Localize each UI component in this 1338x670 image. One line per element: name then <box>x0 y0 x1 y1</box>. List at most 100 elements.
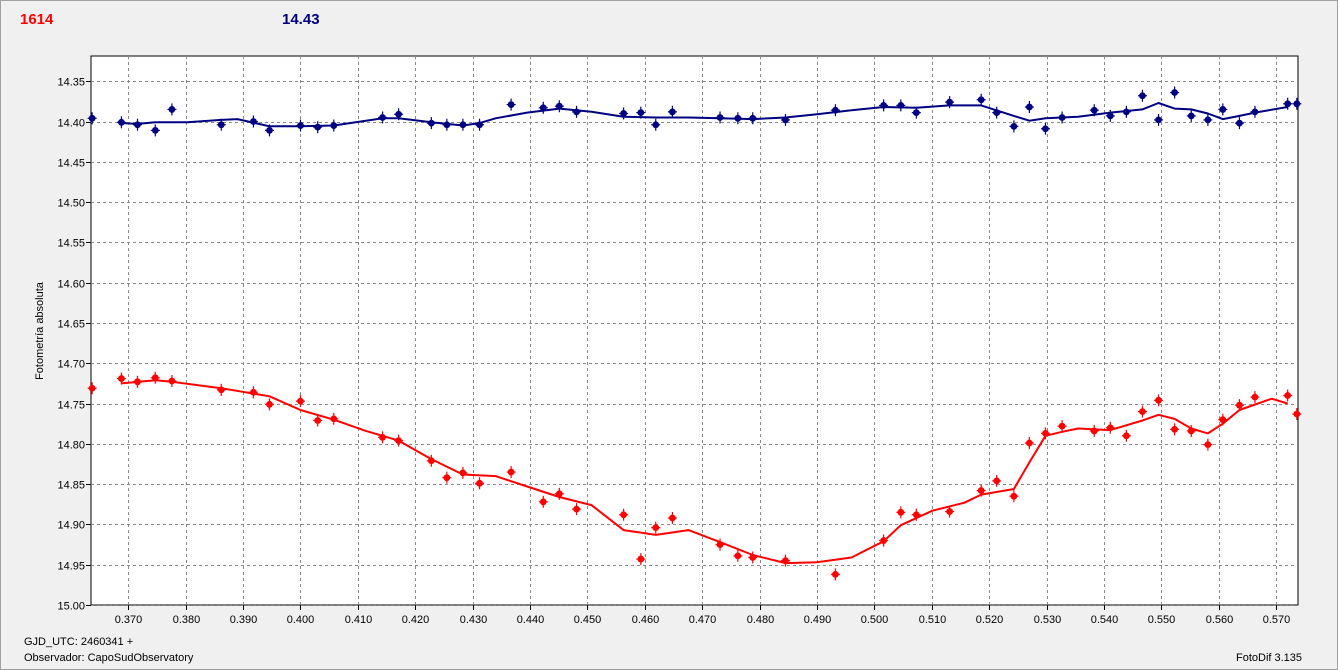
series-0-point <box>1137 405 1147 418</box>
footer-version: FotoDif 3.135 <box>1236 652 1303 664</box>
series-1-point <box>313 121 323 134</box>
series-0-point <box>313 414 323 427</box>
series-0-point <box>1186 424 1196 437</box>
series-1-point <box>572 105 582 118</box>
series-1-point <box>458 118 468 131</box>
x-tick-label: 0.430 <box>460 614 488 626</box>
series-1-point <box>1292 97 1302 110</box>
series-1-point <box>1283 97 1293 110</box>
y-axis-label: Fotometría absoluta <box>34 281 46 380</box>
series-0-point <box>879 534 889 547</box>
y-tick-label: 14.50 <box>57 198 85 210</box>
series-0-point <box>458 466 468 479</box>
x-tick-label: 0.570 <box>1263 614 1291 626</box>
series-0-point <box>748 551 758 564</box>
series-0-point <box>1089 424 1099 437</box>
series-0-point <box>780 554 790 567</box>
grid <box>91 56 1298 606</box>
series-1-point <box>506 98 516 111</box>
series-1-point <box>442 118 452 131</box>
series-0-point <box>87 382 97 395</box>
series-0-point <box>1057 420 1067 433</box>
series-0-point <box>1105 421 1115 434</box>
series-1-point <box>1250 105 1260 118</box>
series-1-point <box>1186 109 1196 122</box>
series-1-point <box>748 112 758 125</box>
series-0-point <box>167 374 177 387</box>
series-0-point <box>295 395 305 408</box>
series-0-point <box>733 549 743 562</box>
series-0-point <box>976 484 986 497</box>
y-tick-label: 14.40 <box>57 118 85 130</box>
series-1-point <box>87 112 97 125</box>
series-1-point <box>733 112 743 125</box>
series-0-point <box>830 568 840 581</box>
series-0-point <box>329 412 339 425</box>
series-1-point <box>475 118 485 131</box>
header-left-value: 1614 <box>20 11 54 28</box>
y-tick-label: 14.60 <box>57 279 85 291</box>
y-tick-label: 14.95 <box>57 561 85 573</box>
series-1-point <box>1024 101 1034 114</box>
series-1-point <box>1154 113 1164 126</box>
series-1-point <box>378 111 388 124</box>
series-0-point <box>1250 391 1260 404</box>
x-tick-label: 0.470 <box>689 614 717 626</box>
series-0-point <box>1024 437 1034 450</box>
series-0-point <box>636 553 646 566</box>
series-0-point <box>1154 394 1164 407</box>
series-1-point <box>538 101 548 114</box>
series-1-point <box>216 118 226 131</box>
y-tick-label: 14.35 <box>57 77 85 89</box>
y-tick-label: 14.70 <box>57 359 85 371</box>
series-1-point <box>426 117 436 130</box>
series-0-point <box>1218 413 1228 426</box>
series-1-point <box>132 118 142 131</box>
series-1-point <box>1057 111 1067 124</box>
series-1-point <box>1105 109 1115 122</box>
series-0-point <box>538 495 548 508</box>
header-right-value: 14.43 <box>282 11 320 28</box>
series-0-point <box>248 386 258 399</box>
series-1-point <box>1170 86 1180 99</box>
series-1-point <box>1089 104 1099 117</box>
series-1-point <box>1234 117 1244 130</box>
series-0-point <box>475 477 485 490</box>
series-1-point <box>264 124 274 137</box>
series-1-point <box>1121 105 1131 118</box>
series-0-point <box>619 508 629 521</box>
series-0-point <box>1170 423 1180 436</box>
series-1-point <box>554 100 564 113</box>
y-tick-label: 14.45 <box>57 158 85 170</box>
footer-gjd: GJD_UTC: 2460341 + <box>24 636 134 648</box>
series-0-point <box>667 511 677 524</box>
series-0-point <box>554 487 564 500</box>
series-1-point <box>329 119 339 132</box>
series-1-point <box>295 119 305 132</box>
series-0-point <box>116 372 126 385</box>
series-0-point <box>1283 389 1293 402</box>
series-0-point <box>264 398 274 411</box>
light-curve-chart[interactable]: 0.370 0.380 0.390 0.400 0.410 0.420 0.430 0.440… <box>1 1 1338 635</box>
y-tick-label: 14.65 <box>57 319 85 331</box>
plot-area <box>90 55 1299 606</box>
series-1-point <box>394 108 404 121</box>
series-0-point <box>651 521 661 534</box>
series-1-point <box>1203 113 1213 126</box>
series-0-point <box>992 474 1002 487</box>
series-1-point <box>248 115 258 128</box>
axes: 0.370 0.380 0.390 0.400 0.410 0.420 0.430 0.440… <box>57 77 1290 627</box>
series-1-point <box>1009 120 1019 133</box>
series-1-point <box>976 93 986 106</box>
x-tick-label: 0.400 <box>287 614 315 626</box>
y-tick-label: 14.85 <box>57 480 85 492</box>
series-1-point <box>879 99 889 112</box>
series-0-point <box>1203 438 1213 451</box>
x-tick-label: 0.560 <box>1206 614 1234 626</box>
series-0-point <box>1234 399 1244 412</box>
series-0-point <box>896 506 906 519</box>
series-0-point <box>150 371 160 384</box>
data-points <box>87 86 1302 581</box>
x-tick-label: 0.420 <box>402 614 430 626</box>
x-tick-label: 0.450 <box>574 614 602 626</box>
